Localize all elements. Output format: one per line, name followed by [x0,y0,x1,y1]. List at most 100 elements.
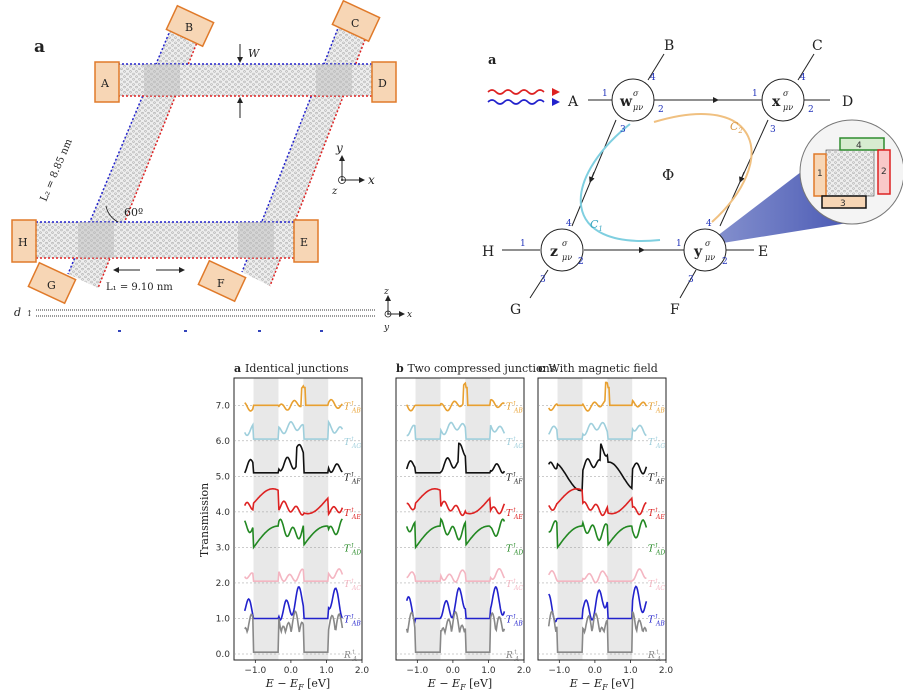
terminal-E: E [293,219,319,263]
svg-text:C: C [351,17,359,30]
series-af-2 [243,443,343,474]
series-ag-1 [548,421,647,440]
x-tick-label: 1.0 [623,666,638,676]
path-c1 [579,123,661,242]
svg-text:3: 3 [620,125,626,135]
series-ab-6 [405,585,506,625]
l2-label: L₂ = 8.85 nm [39,137,75,203]
series-a-7 [547,609,648,653]
svg-text:y: y [335,141,343,155]
series-label: T↑ AC [506,578,523,592]
series-ab-6 [243,586,344,622]
terminal-H: H [11,219,37,263]
series-label: R↑ A [343,649,358,663]
svg-text:4: 4 [650,73,656,83]
svg-text:E: E [300,236,308,249]
series-ac-5 [406,567,506,583]
series-label: T↑ AB [648,613,665,627]
panel-letter: a [488,53,497,68]
svg-text:z: z [550,244,558,260]
y-tick-label: 7.0 [216,401,231,411]
series-label: T↑ AD [506,542,523,556]
plot-title: c With magnetic field [538,362,658,375]
svg-text:F: F [217,277,225,290]
terminal-B: B [165,4,215,48]
series-ae-3 [406,488,506,517]
path-c2 [653,112,753,223]
svg-text:x: x [407,310,412,320]
x-axis-label: E − EF [eV] [569,677,634,692]
y-tick-label: 3.0 [216,543,231,553]
x-tick-label: 1.0 [481,666,496,676]
svg-text:x: x [368,173,375,187]
plot-title: b Two compressed junctions [396,362,556,375]
width-label: W [248,47,261,60]
svg-text:w: w [619,94,633,110]
terminal-A: A [94,61,120,103]
plot-panel-b: T↑ AB T↑ AG T↑ AF T↑ AE T↑ AD T↑ AC T↑ AB R↑ A −1.0 0.0 1.… [395,362,556,692]
svg-text:y: y [693,244,703,260]
terminal-G: G [27,261,77,305]
svg-text:1: 1 [817,169,823,179]
c2-label: C2 [730,120,743,135]
x-tick-label: 0.0 [588,666,603,676]
inset-lead-3: 3 [821,195,867,209]
series-label: T↑ AB [506,400,523,414]
svg-text:3: 3 [770,125,776,135]
svg-text:z: z [383,287,389,297]
series-ab-0 [405,381,505,412]
svg-text:B: B [664,38,674,54]
svg-text:1: 1 [520,239,526,249]
device-geometry-panel: a A B C D E F G H W L₂ = 8.85 nm [11,0,412,333]
svg-text:C: C [812,38,823,54]
svg-text:3: 3 [540,275,546,285]
svg-text:3: 3 [840,199,846,209]
coordinate-axes: y x z [331,141,375,197]
x-tick-label: 1.0 [319,666,334,676]
series-ab-0 [548,381,648,412]
node-y: y σ μν [683,228,727,272]
series-label: T↑ AB [344,613,361,627]
series-label: T↑ AB [344,400,361,414]
inset-lead-4: 4 [839,137,885,151]
series-ad-4 [548,519,648,550]
plot-panel-a: T↑ AB T↑ AG T↑ AF T↑ AE T↑ AD T↑ AC T↑ AB R↑ A −1.0 0.0 1.… [216,362,370,692]
svg-text:H: H [482,244,494,260]
y-tick-label: 2.0 [216,579,231,589]
series-label: T↑ AE [648,507,665,521]
svg-text:4: 4 [706,219,712,229]
svg-text:x: x [772,94,781,110]
y-tick-label: 4.0 [216,508,231,518]
series-label: T↑ AG [506,436,523,450]
series-ae-3 [243,488,344,517]
svg-text:σ: σ [783,89,789,98]
plot-panel-c: T↑ AB T↑ AG T↑ AF T↑ AE T↑ AD T↑ AC T↑ AB R↑ A −1.0 0.0 1.… [537,362,673,692]
plots-ylabel: Transmission [198,483,211,557]
c1-label: C1 [590,218,603,233]
svg-text:4: 4 [800,73,806,83]
d-label: d [14,306,21,319]
svg-text:G: G [510,302,521,318]
terminal-C: C [331,0,381,43]
series-label: R↑ A [647,649,662,663]
svg-text:3: 3 [688,275,694,285]
x-tick-label: 0.0 [284,666,299,676]
svg-text:B: B [185,21,193,34]
series-label: T↑ AC [344,578,361,592]
x-tick-label: −1.0 [244,666,266,676]
x-tick-label: 2.0 [355,666,370,676]
y-tick-label: 6.0 [216,437,231,447]
phi-label: Φ [662,166,674,184]
svg-text:1: 1 [752,89,758,99]
inset-lead-1: 1 [813,153,827,197]
terminal-F: F [197,259,247,303]
svg-text:4: 4 [856,141,862,151]
series-label: T↑ AF [648,471,665,485]
series-label: T↑ AC [648,578,665,592]
transmission-plots: T↑ AB T↑ AG T↑ AF T↑ AE T↑ AD T↑ AC T↑ AB R↑ A −1.0 0.0 1.… [216,362,674,692]
x-axis-label: E − EF [eV] [427,677,492,692]
svg-text:↕: ↕ [26,309,33,318]
svg-text:μν: μν [633,103,643,112]
svg-text:μν: μν [562,253,572,262]
